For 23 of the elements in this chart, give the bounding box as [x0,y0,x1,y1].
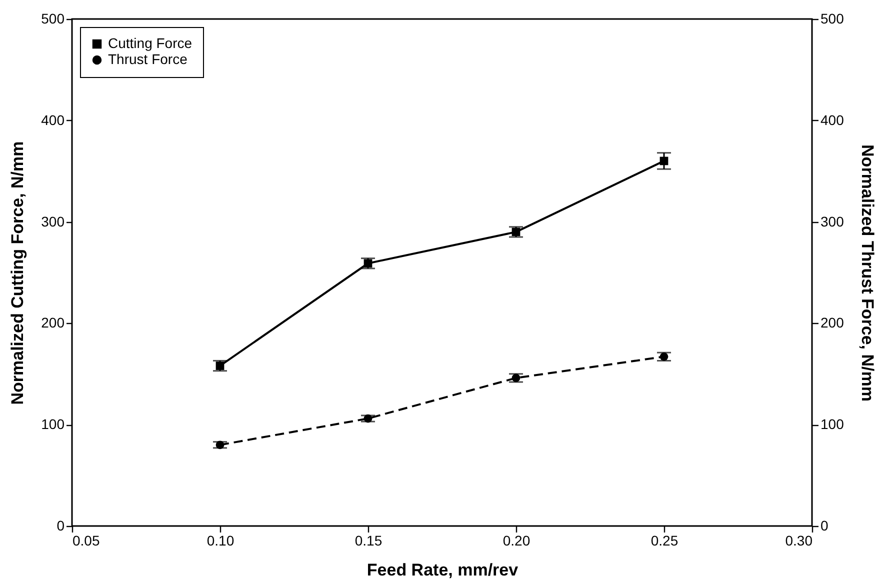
y-tick-label: 100 [41,416,65,432]
y-axis-title: Normalized Cutting Force, N/mm [8,141,28,405]
legend-label: Thrust Force [108,51,188,67]
x-tick-label: 0.25 [650,532,678,548]
x-axis-title: Feed Rate, mm/rev [366,560,519,580]
x-tick-label: 0.05 [72,532,100,548]
legend-label: Cutting Force [108,35,192,51]
y2-tick-label: 400 [820,112,844,128]
y-tick-label: 500 [41,10,65,26]
y2-tick-label: 500 [820,10,844,26]
x-tick-label: 0.15 [354,532,382,548]
y-tick-label: 400 [41,112,65,128]
x-tick-label: 0.10 [206,532,234,548]
y2-tick-label: 0 [820,518,828,534]
x-tick-label: 0.30 [785,532,813,548]
y2-tick-label: 300 [820,213,844,230]
y2-tick-label: 200 [820,314,844,331]
y2-axis-title: Normalized Thrust Force, N/mm [858,144,877,402]
y-tick-label: 300 [41,213,65,230]
x-tick-label: 0.20 [502,532,530,548]
y2-tick-label: 100 [820,416,844,432]
y-tick-label: 0 [56,518,65,534]
y-tick-label: 200 [41,314,65,331]
